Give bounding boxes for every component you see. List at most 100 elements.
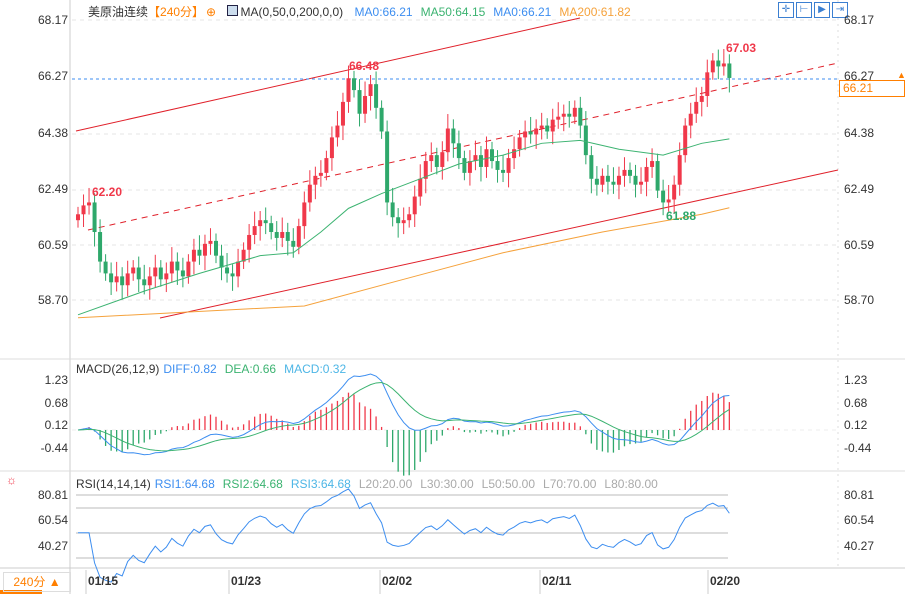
price-tick: 66.27 — [37, 69, 68, 83]
period-label[interactable]: 【240分】 — [148, 5, 205, 19]
candle-body — [247, 234, 252, 250]
candle-body — [142, 279, 147, 286]
candle-body — [120, 276, 125, 286]
rsi-tick: 60.54 — [37, 513, 68, 527]
candle-body — [429, 155, 434, 162]
candle-body — [175, 261, 180, 271]
candle-body — [269, 223, 274, 233]
instrument-name: 美原油连续 — [88, 5, 149, 19]
price-tick: 68.17 — [37, 13, 68, 27]
zoom-to-icon[interactable]: ▶ — [814, 2, 830, 18]
candle-body — [230, 273, 235, 277]
candle-body — [374, 84, 379, 108]
channel-upper-line — [75, 17, 581, 132]
date-label: 02/20 — [710, 574, 741, 588]
candle-body — [263, 220, 268, 224]
candle-body — [561, 113, 566, 117]
candle-body — [490, 149, 494, 162]
candle-body — [136, 267, 141, 280]
ma0-value-2: MA0:66.21 — [493, 5, 552, 19]
candle-body — [340, 101, 345, 126]
l20-value: L20:20.00 — [358, 477, 413, 491]
candle-body — [180, 270, 185, 277]
candle-body — [699, 95, 704, 102]
candle-body — [401, 220, 406, 224]
candle-body — [512, 149, 517, 159]
candle-body — [214, 240, 218, 256]
candle-body — [258, 220, 263, 227]
candle-body — [456, 143, 461, 159]
candle-body — [462, 158, 467, 173]
crosshair-circle-icon[interactable]: ⊕ — [206, 5, 217, 19]
macd-tick: 0.12 — [44, 418, 68, 432]
macd-tick: -0.44 — [844, 441, 872, 455]
candle-body — [346, 78, 351, 102]
candle-body — [694, 101, 699, 114]
candle-body — [688, 113, 693, 126]
candle-body — [550, 119, 555, 132]
price-tick: 62.49 — [37, 182, 68, 196]
macd-diff-line — [77, 373, 730, 456]
go-latest-icon[interactable]: ⇥ — [832, 2, 848, 18]
l50-value: L50:50.00 — [481, 477, 536, 491]
macd-label[interactable]: MACD(26,12,9) — [76, 362, 160, 376]
candle-body — [589, 155, 594, 179]
l30-value: L30:30.00 — [420, 477, 474, 491]
candle-body — [539, 125, 544, 129]
ma-indicator-icon[interactable] — [227, 5, 239, 16]
candle-body — [335, 125, 340, 138]
candle-body — [407, 214, 412, 221]
price-tick: 60.59 — [844, 238, 875, 252]
candle-body — [396, 217, 401, 224]
macd-tick: 0.12 — [844, 418, 868, 432]
candle-body — [650, 161, 655, 167]
period-select-button[interactable]: 240分 ▲ — [3, 572, 71, 592]
candle-body — [98, 232, 103, 262]
candle-body — [169, 261, 174, 274]
candle-body — [390, 202, 395, 218]
candle-body — [451, 128, 456, 144]
price-tick: 58.70 — [844, 293, 875, 307]
candle-body — [478, 155, 483, 167]
candle-body — [291, 240, 296, 247]
price-tick: 60.59 — [37, 238, 68, 252]
candle-body — [103, 261, 108, 274]
candle-body — [318, 172, 323, 176]
candle-body — [296, 226, 301, 247]
grid — [72, 19, 838, 301]
candle-body — [252, 226, 257, 235]
candle-body — [109, 273, 114, 283]
candle-body — [705, 72, 710, 96]
candle-body — [357, 90, 362, 114]
candle-body — [628, 169, 632, 176]
candle-body — [661, 190, 666, 203]
rsi-label[interactable]: RSI(14,14,14) — [76, 477, 151, 491]
channel-mid-line — [87, 62, 839, 231]
candle-body — [534, 128, 539, 135]
candle-body — [528, 131, 533, 135]
candle-body — [131, 267, 136, 274]
crosshair-icon[interactable]: ✛ — [778, 2, 794, 18]
candle-body — [716, 60, 721, 67]
candle-body — [578, 107, 583, 126]
candle-body — [236, 261, 241, 277]
date-label: 01/23 — [231, 574, 262, 588]
ma-label[interactable]: MA(0,50,0,200,0,0) — [240, 5, 344, 19]
fit-range-icon[interactable]: ⊢ — [796, 2, 812, 18]
macd-diff-value: DIFF:0.82 — [163, 362, 217, 376]
macd-tick: 0.68 — [44, 396, 68, 410]
annotation-62-20: 62.20 — [92, 185, 123, 199]
candle-body — [495, 161, 500, 170]
candle-body — [186, 261, 191, 277]
candle-body — [666, 199, 671, 203]
price-tick: 58.70 — [37, 293, 68, 307]
candle-body — [324, 158, 329, 173]
settings-sun-icon[interactable]: ☼ — [6, 473, 17, 487]
rsi-tick: 60.54 — [844, 513, 875, 527]
alert-icon[interactable]: ▲ — [897, 70, 905, 80]
ma50-value: MA50:64.15 — [420, 5, 486, 19]
candle-body — [313, 175, 318, 185]
price-tick: 64.38 — [844, 126, 875, 140]
